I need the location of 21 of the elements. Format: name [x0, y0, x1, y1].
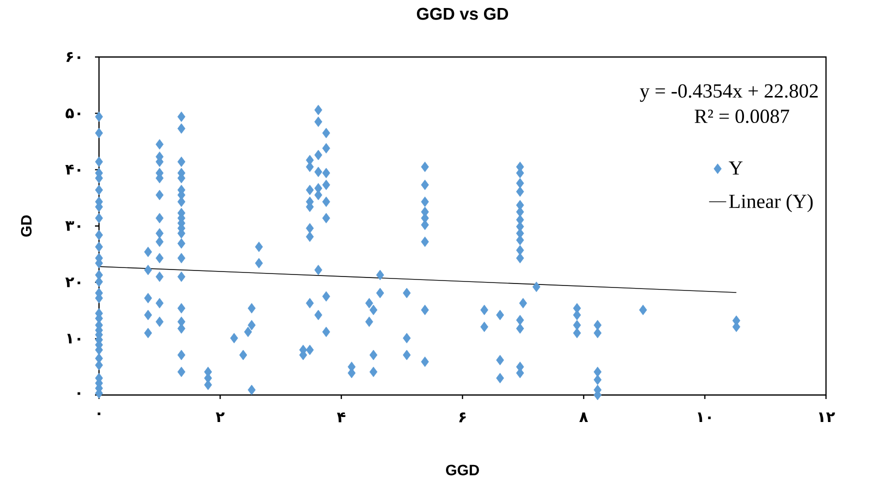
x-tick-label: ۲: [216, 412, 225, 422]
x-tick-label: ۸: [579, 412, 588, 422]
x-tick-label: ۶: [459, 412, 466, 422]
y-tick-label: ۲۰: [65, 278, 80, 288]
legend-label: Linear (Y): [729, 194, 813, 212]
y-tick-label: ۵۰: [66, 108, 80, 118]
x-tick-label: ۱۲: [818, 412, 835, 422]
legend-label: Y: [728, 161, 743, 175]
y-axis-title: GD: [20, 215, 32, 237]
x-tick-label: ۰: [98, 412, 100, 416]
y-tick-label: ۰: [78, 392, 80, 395]
chart-title: GGD vs GD: [416, 8, 508, 20]
y-tick-label: ۱۰: [67, 334, 80, 344]
annotation: y = -0.4354x + 22.802: [640, 84, 818, 102]
y-tick-label: ۴۰: [65, 164, 80, 175]
x-tick-label: ۱۰: [698, 412, 711, 422]
x-tick-label: ۴: [336, 412, 346, 422]
x-axis-title: GGD: [446, 464, 479, 476]
y-tick-label: ۳۰: [65, 221, 80, 231]
annotation: R² = 0.0087: [694, 110, 790, 124]
y-tick-label: ۶۰: [66, 52, 80, 62]
